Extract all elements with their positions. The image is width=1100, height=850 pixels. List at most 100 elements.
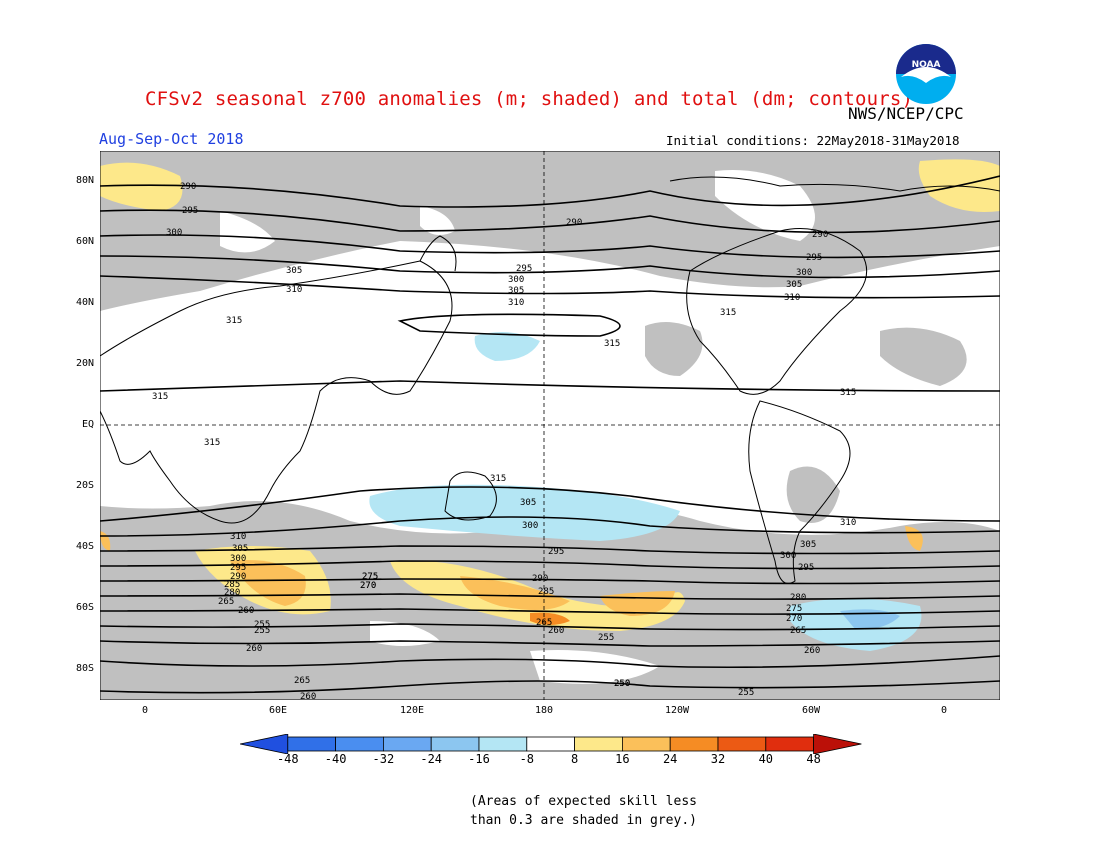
contour-label: 305 <box>800 540 816 550</box>
lon-label: 120E <box>399 705 425 716</box>
color-scale-tick-label: 32 <box>710 752 726 766</box>
color-scale-segment <box>669 736 719 752</box>
contour-label: 290 <box>566 218 582 228</box>
contour-label: 265 <box>790 626 806 636</box>
contour-label: 295 <box>516 264 532 274</box>
color-scale-tick-label: -8 <box>519 752 535 766</box>
color-scale-segment <box>621 736 671 752</box>
contour-label: 305 <box>786 280 802 290</box>
contour-label: 260 <box>804 646 820 656</box>
color-scale-tick-label: 24 <box>662 752 678 766</box>
color-scale-segment <box>335 736 384 752</box>
footnote-line-1: (Areas of expected skill less <box>470 794 697 809</box>
color-scale-segment <box>526 736 575 752</box>
height-contours <box>100 175 1000 694</box>
contour-label: 300 <box>230 554 246 564</box>
color-scale-segment <box>717 736 767 752</box>
contour-label: 315 <box>152 392 168 402</box>
lat-label: 40S <box>75 541 94 552</box>
contour-label: 270 <box>786 614 802 624</box>
noaa-logo-icon: NOAA <box>896 44 956 104</box>
contour-label: 295 <box>182 206 198 216</box>
contour-label: 300 <box>522 521 538 531</box>
contour-label: 275 <box>362 572 378 582</box>
contour-label: 265 <box>294 676 310 686</box>
lat-label: 40N <box>75 297 94 308</box>
contour-label: 310 <box>840 518 856 528</box>
contour-label: 270 <box>360 581 376 591</box>
footnote-line-2: than 0.3 are shaded in grey.) <box>470 813 697 828</box>
contour-label: 275 <box>786 604 802 614</box>
organization-label: NWS/NCEP/CPC <box>848 104 964 123</box>
contour-label: 255 <box>254 620 270 630</box>
contour-label: 295 <box>230 563 246 573</box>
contour-label: 315 <box>840 388 856 398</box>
color-scale-tick-label: 8 <box>570 752 579 766</box>
contour-label: 315 <box>604 339 620 349</box>
lon-label: 0 <box>940 705 948 716</box>
contour-label: 260 <box>246 644 262 654</box>
lon-label: 120W <box>664 705 690 716</box>
color-scale-segment <box>430 736 480 752</box>
color-scale-segment <box>478 736 528 752</box>
chart-title: CFSv2 seasonal z700 anomalies (m; shaded… <box>145 88 914 110</box>
contour-label: 250 <box>614 679 630 689</box>
lat-label: 20N <box>75 358 94 369</box>
contour-label: 295 <box>806 253 822 263</box>
color-scale-tick-label: 48 <box>806 752 821 766</box>
color-scale-tick-label: -48 <box>276 752 299 766</box>
color-scale-segment <box>574 736 623 752</box>
anomaly-map: 290 295 300 305 310 315 315 315 315 290 … <box>100 151 1000 700</box>
contour-label: 250 <box>614 679 630 689</box>
contour-label: 260 <box>238 606 254 616</box>
contour-label: 265 <box>218 597 234 607</box>
color-scale-tick-label: -40 <box>324 752 347 766</box>
svg-text:NOAA: NOAA <box>912 60 941 70</box>
color-scale-segment <box>382 736 432 752</box>
color-scale-tick-label: 40 <box>758 752 774 766</box>
contour-label: 315 <box>204 438 220 448</box>
lon-label: 180 <box>534 705 554 716</box>
contour-label: 305 <box>508 286 524 296</box>
color-scale-bar <box>240 734 862 754</box>
contour-label: 305 <box>232 544 248 554</box>
contour-label: 285 <box>224 580 240 590</box>
contour-label: 290 <box>230 572 246 582</box>
lat-label: 60S <box>75 602 94 613</box>
color-scale-segment <box>765 736 814 752</box>
contour-label: 280 <box>790 593 806 603</box>
lat-label: 20S <box>75 480 94 491</box>
contour-label: 310 <box>508 298 524 308</box>
color-scale-segment <box>287 736 336 752</box>
contour-label: 290 <box>532 574 548 584</box>
contour-label: 255 <box>254 626 270 636</box>
contour-label: 255 <box>598 633 614 643</box>
contour-label: 310 <box>230 532 246 542</box>
contour-label: 260 <box>548 626 564 636</box>
contour-label: 295 <box>798 563 814 573</box>
contour-labels: 290 295 300 305 310 315 315 315 315 290 … <box>152 182 856 700</box>
contour-label: 255 <box>738 688 754 698</box>
initial-conditions-label: Initial conditions: 22May2018-31May2018 <box>666 133 960 148</box>
skill-footnote: (Areas of expected skill less than 0.3 a… <box>470 792 730 830</box>
season-label: Aug-Sep-Oct 2018 <box>99 130 244 148</box>
contour-label: 310 <box>784 293 800 303</box>
color-scale-tick-label: 16 <box>615 752 630 766</box>
color-scale-tick-label: -16 <box>468 752 490 766</box>
contour-label: 280 <box>224 588 240 598</box>
contour-label: 275 <box>362 572 378 582</box>
contour-label: 290 <box>180 182 196 192</box>
contour-label: 290 <box>812 230 828 240</box>
contour-label: 305 <box>286 266 302 276</box>
lat-label: 60N <box>75 236 94 247</box>
contour-label: 315 <box>226 316 242 326</box>
contour-label: 300 <box>780 551 796 561</box>
contour-label: 285 <box>538 587 554 597</box>
lon-label: 60E <box>268 705 288 716</box>
contour-label: 315 <box>490 474 506 484</box>
lat-label: 80N <box>75 175 94 186</box>
contour-label: 295 <box>548 547 564 557</box>
contour-label: 305 <box>520 498 536 508</box>
lat-label: EQ <box>81 419 94 430</box>
contour-label: 265 <box>536 618 552 628</box>
